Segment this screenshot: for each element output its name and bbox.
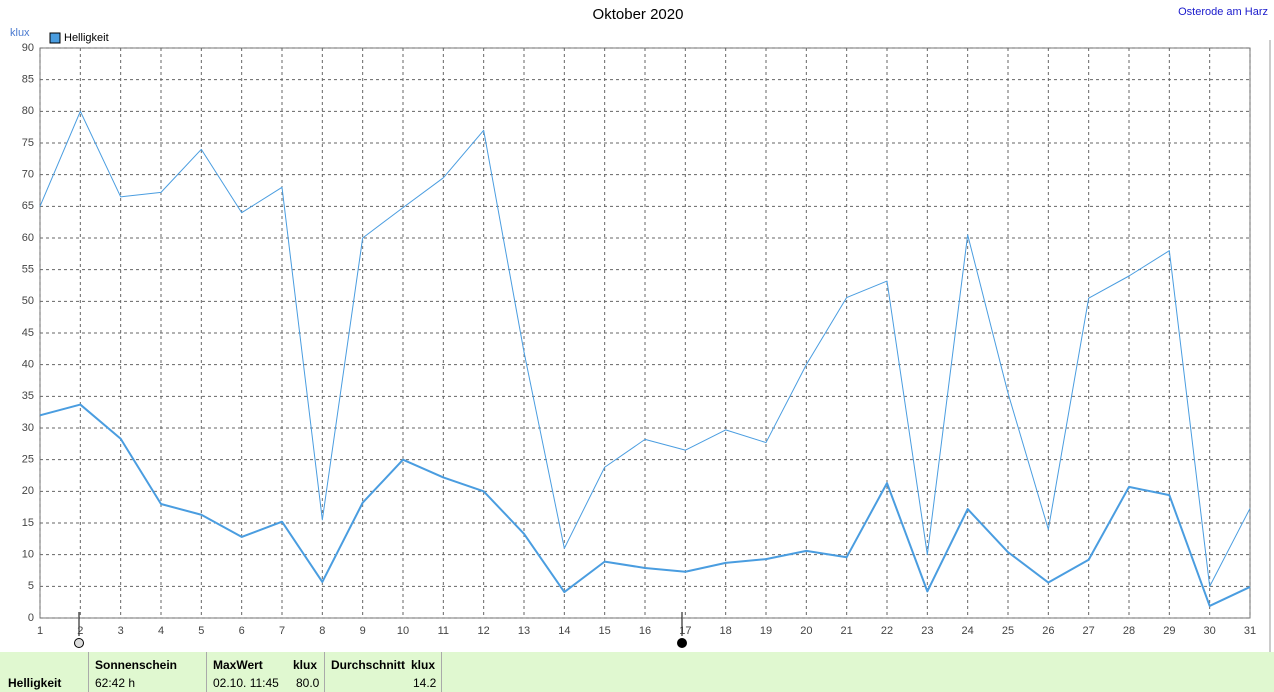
x-tick-label: 25 <box>1002 625 1014 637</box>
y-tick-label: 0 <box>28 612 34 624</box>
legend-swatch <box>49 32 61 44</box>
station: Osterode am Harz <box>1178 6 1268 18</box>
x-tick-label: 11 <box>438 625 449 637</box>
separator <box>206 652 207 692</box>
x-tick-label: 16 <box>639 625 651 637</box>
x-tick-label: 22 <box>881 625 893 637</box>
x-tick-label: 24 <box>962 625 974 637</box>
x-tick-label: 3 <box>118 625 124 637</box>
y-tick-label: 40 <box>22 359 34 371</box>
x-tick-label: 12 <box>478 625 490 637</box>
x-tick-label: 17 <box>679 625 691 637</box>
legend-label: Helligkeit <box>64 32 109 44</box>
x-tick-label: 27 <box>1083 625 1095 637</box>
summary-table: Helligkeit Sonnenschein 62:42 h MaxWert … <box>0 652 1274 692</box>
date: 02.10. 11:45 <box>213 676 279 690</box>
y-tick-label: 10 <box>22 549 34 561</box>
separator <box>88 652 89 692</box>
header: Durchschnitt <box>331 658 406 672</box>
chart-title: Oktober 2020 <box>593 6 684 23</box>
x-tick-label: 2 <box>77 625 83 637</box>
y-tick-label: 55 <box>22 264 34 276</box>
x-tick-label: 21 <box>841 625 853 637</box>
x-tick-label: 28 <box>1123 625 1135 637</box>
unit: klux <box>411 658 436 672</box>
value: 80.0 <box>296 676 320 690</box>
chart: Oktober 2020 Osterode am Harz klux 0 5 10 1… <box>10 6 1271 652</box>
y-tick-label: 25 <box>22 454 34 466</box>
y-tick-label: 75 <box>22 137 34 149</box>
y-tick-label: 30 <box>22 422 34 434</box>
separator <box>324 652 325 692</box>
y-tick-label: 5 <box>28 580 34 592</box>
y-tick-label: 20 <box>22 485 34 497</box>
full-moon <box>74 638 84 648</box>
x-tick-label: 13 <box>518 625 530 637</box>
y-tick-label: 35 <box>22 390 34 402</box>
y-tick-label: 65 <box>22 200 34 212</box>
unit: klux <box>293 658 318 672</box>
x-tick-label: 14 <box>558 625 570 637</box>
x-tick-label: 5 <box>198 625 204 637</box>
value: 14.2 <box>413 676 437 690</box>
value: 62:42 h <box>95 676 136 690</box>
separator <box>441 652 442 692</box>
data-line <box>39 110 1251 587</box>
x-tick-label: 30 <box>1204 625 1216 637</box>
x-tick-label: 9 <box>360 625 366 637</box>
y-tick-label: 85 <box>22 74 34 86</box>
y-tick-label: 50 <box>22 295 34 307</box>
x-tick-label: 8 <box>319 625 325 637</box>
x-tick-label: 7 <box>279 625 285 637</box>
x-tick-label: 29 <box>1163 625 1175 637</box>
x-tick-label: 19 <box>760 625 772 637</box>
y-tick-label: 45 <box>22 327 34 339</box>
x-tick-label: 4 <box>158 625 164 637</box>
header: MaxWert <box>213 658 263 672</box>
y-tick-label: 60 <box>22 232 34 244</box>
new-moon <box>677 638 687 648</box>
x-tick-label: 23 <box>921 625 933 637</box>
data-line <box>39 403 1251 607</box>
x-tick-label: 26 <box>1042 625 1054 637</box>
header: Sonnenschein <box>95 658 178 672</box>
x-tick-label: 6 <box>239 625 245 637</box>
y-axis-label: klux <box>10 27 30 39</box>
x-tick-label: 15 <box>599 625 611 637</box>
x-tick-label: 20 <box>800 625 812 637</box>
x-tick-label: 31 <box>1244 625 1256 637</box>
x-tick-label: 18 <box>720 625 732 637</box>
x-tick-label: 10 <box>397 625 409 637</box>
row-label: Helligkeit <box>8 676 62 690</box>
y-tick-label: 80 <box>22 105 34 117</box>
x-tick-label: 1 <box>37 625 43 637</box>
y-tick-label: 70 <box>22 169 34 181</box>
y-tick-label: 15 <box>22 517 34 529</box>
y-tick-label: 90 <box>22 42 34 54</box>
